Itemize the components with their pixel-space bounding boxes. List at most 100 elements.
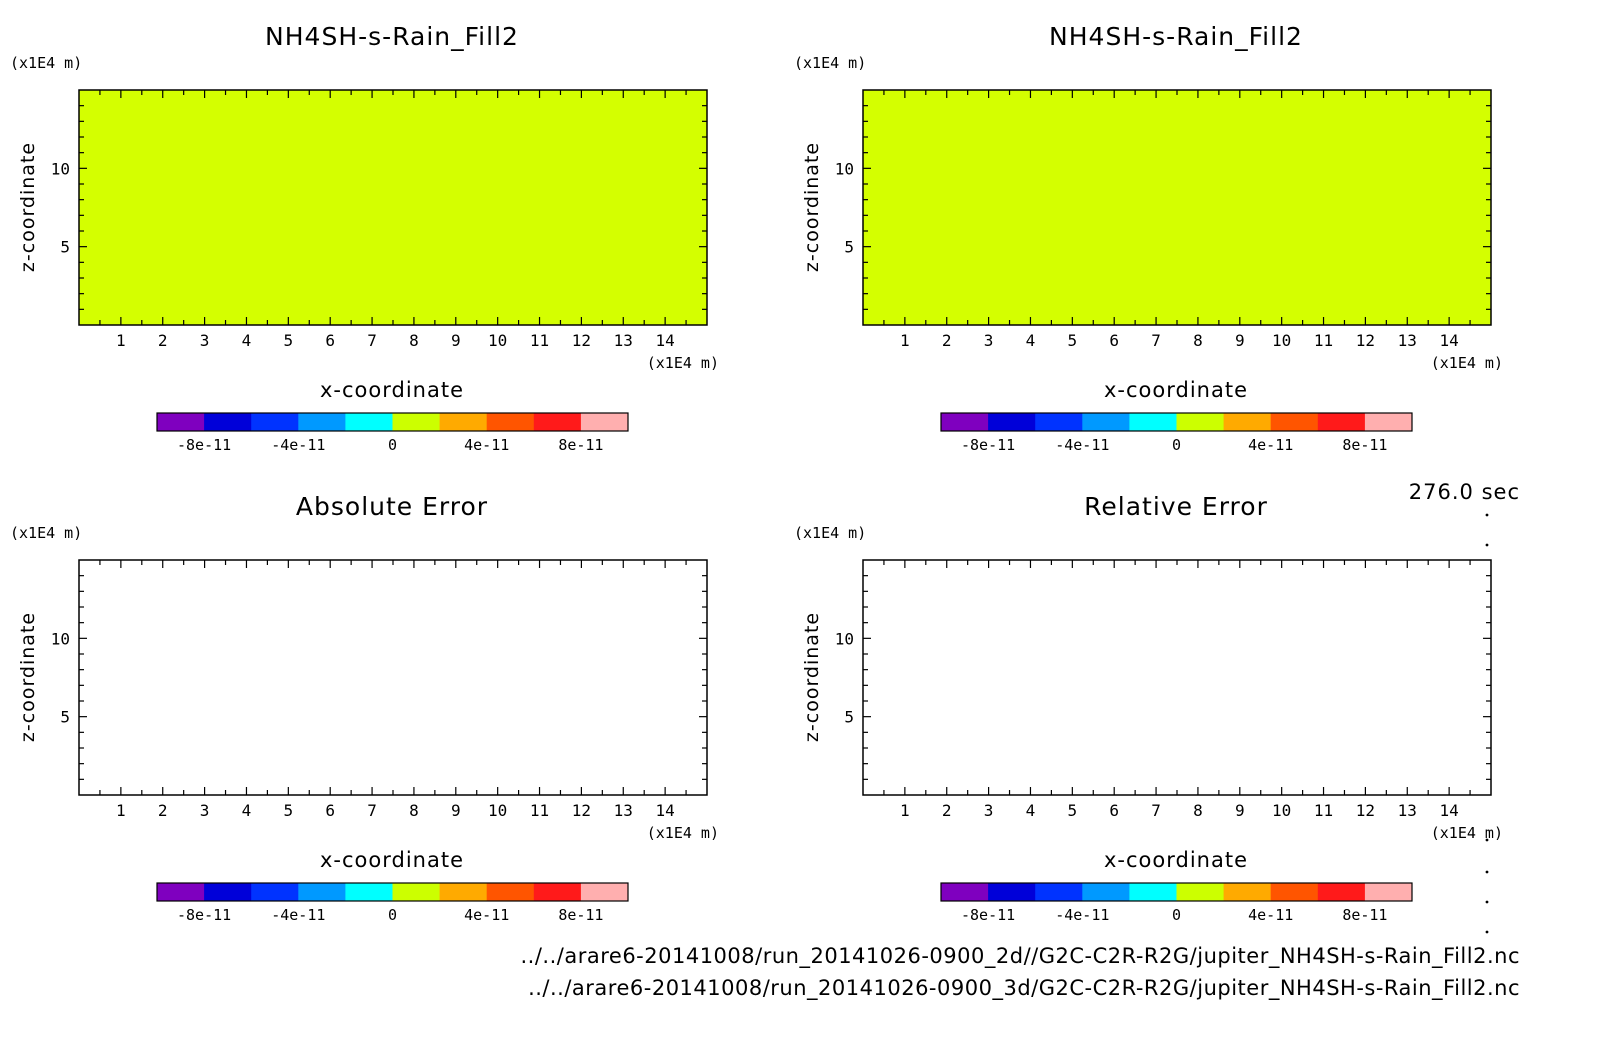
- x-tick-label: 7: [1151, 801, 1161, 820]
- margin-dot: [1485, 543, 1489, 547]
- chart-title: NH4SH-s-Rain_Fill2: [1049, 22, 1303, 51]
- x-tick-label: 13: [1398, 331, 1417, 350]
- colorbar-swatch: [1129, 413, 1177, 431]
- x-tick-label: 4: [242, 801, 252, 820]
- x-tick-label: 8: [1193, 331, 1203, 350]
- x-tick-label: 7: [367, 331, 377, 350]
- x-axis-label: x-coordinate: [1104, 378, 1248, 402]
- colorbar-tick-label: 4e-11: [464, 436, 509, 454]
- y-unit-label: (x1E4 m): [10, 524, 82, 542]
- y-axis-label: z-coordinate: [801, 612, 823, 742]
- colorbar-tick-label: -4e-11: [1055, 436, 1109, 454]
- x-tick-label: 3: [984, 331, 994, 350]
- x-unit-label: (x1E4 m): [647, 824, 719, 842]
- x-tick-label: 6: [1109, 801, 1119, 820]
- colorbar-swatch: [345, 413, 393, 431]
- x-tick-label: 5: [1068, 801, 1078, 820]
- colorbar-tick-label: -8e-11: [177, 906, 231, 924]
- y-tick-label: 10: [51, 159, 70, 178]
- x-tick-label: 10: [1272, 801, 1291, 820]
- colorbar-frame: [156, 412, 629, 432]
- colorbar-swatch: [486, 413, 535, 431]
- colorbar-swatch: [251, 883, 299, 901]
- x-tick-label: 12: [572, 801, 591, 820]
- x-tick-label: 2: [158, 801, 168, 820]
- colorbar-tick-label: -8e-11: [177, 436, 231, 454]
- x-tick-label: 9: [451, 331, 461, 350]
- time-label: 276.0 sec: [1408, 480, 1520, 504]
- x-tick-label: 5: [284, 331, 294, 350]
- x-tick-label: 12: [572, 331, 591, 350]
- x-tick-label: 8: [409, 331, 419, 350]
- chart-panel-4: Relative Error(x1E4 m)1 2 3 4 5 6 7 8 9 10 11 12 13 1…: [794, 492, 1503, 924]
- colorbar-tick-label: -4e-11: [1055, 906, 1109, 924]
- colorbar-tick-label: 8e-11: [558, 906, 603, 924]
- colorbar-swatch: [392, 883, 441, 901]
- y-tick-label: 5: [844, 238, 854, 257]
- colorbar-swatch: [988, 413, 1036, 431]
- y-tick-label: 5: [60, 238, 70, 257]
- colorbar-swatch: [392, 413, 441, 431]
- x-tick-label: 13: [1398, 801, 1417, 820]
- y-tick-label: 10: [835, 159, 854, 178]
- x-axis-label: x-coordinate: [320, 378, 464, 402]
- x-tick-label: 13: [614, 801, 633, 820]
- colorbar-swatch: [941, 413, 989, 431]
- margin-dot: [1485, 900, 1489, 904]
- x-tick-label: 12: [1356, 801, 1375, 820]
- colorbar-tick-label: 8e-11: [1342, 436, 1387, 454]
- colorbar-swatch: [1035, 413, 1083, 431]
- x-tick-label: 1: [900, 801, 910, 820]
- chart-panel-3: Absolute Error(x1E4 m)1 2 3 4 5 6 7 8 9 10 11 12 13 1…: [10, 492, 719, 924]
- x-tick-label: 11: [530, 331, 549, 350]
- x-tick-label: 10: [488, 801, 507, 820]
- colorbar-frame: [940, 882, 1413, 902]
- colorbar-swatch: [298, 413, 346, 431]
- x-tick-label: 5: [1068, 331, 1078, 350]
- colorbar-swatch: [1364, 883, 1413, 901]
- x-tick-label: 1: [900, 331, 910, 350]
- colorbar-swatch: [486, 883, 535, 901]
- colorbar-tick-label: 8e-11: [558, 436, 603, 454]
- y-axis-label: z-coordinate: [17, 142, 39, 272]
- x-tick-label: 3: [984, 801, 994, 820]
- colorbar-swatch: [1035, 883, 1083, 901]
- chart-title: NH4SH-s-Rain_Fill2: [265, 22, 519, 51]
- colorbar-swatch: [533, 883, 582, 901]
- margin-dot: [1485, 930, 1489, 934]
- x-tick-label: 1: [116, 801, 126, 820]
- margin-dot: [1485, 838, 1489, 842]
- y-unit-label: (x1E4 m): [794, 54, 866, 72]
- colorbar-swatch: [1317, 413, 1366, 431]
- x-unit-label: (x1E4 m): [647, 354, 719, 372]
- x-tick-label: 8: [1193, 801, 1203, 820]
- colorbar-swatch: [298, 883, 346, 901]
- file-path-2d: ../../arare6-20141008/run_20141026-0900_…: [520, 944, 1520, 968]
- x-tick-label: 2: [942, 801, 952, 820]
- x-unit-label: (x1E4 m): [1431, 824, 1503, 842]
- colorbar-swatch: [1270, 413, 1319, 431]
- colorbar-tick-label: 0: [1172, 436, 1181, 454]
- x-tick-label: 2: [942, 331, 952, 350]
- x-tick-label: 5: [284, 801, 294, 820]
- colorbar-swatch: [580, 883, 629, 901]
- x-tick-label: 4: [1026, 801, 1036, 820]
- plot-area: [862, 559, 1492, 796]
- x-tick-label: 3: [200, 801, 210, 820]
- colorbar-frame: [940, 412, 1413, 432]
- x-tick-label: 4: [242, 331, 252, 350]
- x-tick-label: 9: [1235, 801, 1245, 820]
- x-tick-label: 7: [1151, 331, 1161, 350]
- y-unit-label: (x1E4 m): [10, 54, 82, 72]
- colorbar-tick-label: -4e-11: [271, 906, 325, 924]
- colorbar-tick-label: 0: [388, 436, 397, 454]
- colorbar-tick-label: 4e-11: [1248, 906, 1293, 924]
- chart-panel-1: NH4SH-s-Rain_Fill2(x1E4 m)1 2 3 4 5 6 7 8 9 10 11 1…: [10, 22, 719, 454]
- x-tick-label: 7: [367, 801, 377, 820]
- colorbar-swatch: [988, 883, 1036, 901]
- colorbar-tick-label: 8e-11: [1342, 906, 1387, 924]
- x-tick-label: 11: [530, 801, 549, 820]
- x-tick-label: 14: [1440, 801, 1459, 820]
- colorbar-swatch: [204, 413, 252, 431]
- x-tick-label: 14: [656, 801, 675, 820]
